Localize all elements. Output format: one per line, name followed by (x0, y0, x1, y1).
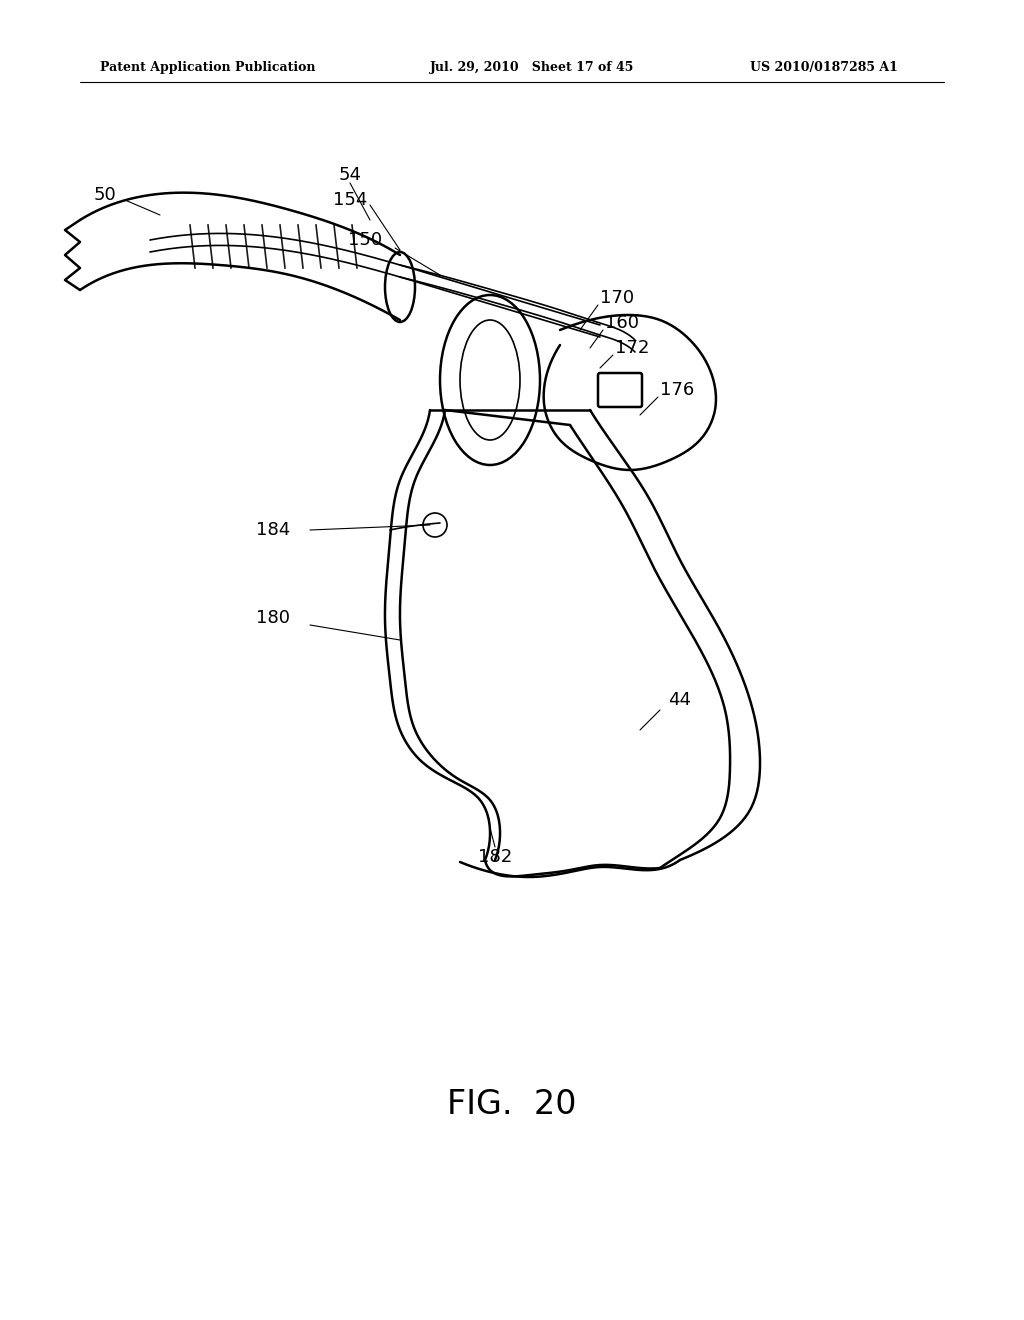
Text: 54: 54 (339, 166, 361, 183)
Text: Jul. 29, 2010   Sheet 17 of 45: Jul. 29, 2010 Sheet 17 of 45 (430, 62, 635, 74)
Text: FIG.  20: FIG. 20 (447, 1089, 577, 1122)
Circle shape (423, 513, 447, 537)
Circle shape (427, 517, 443, 533)
Text: 50: 50 (93, 186, 117, 205)
Text: US 2010/0187285 A1: US 2010/0187285 A1 (750, 62, 898, 74)
Text: 176: 176 (660, 381, 694, 399)
Text: 154: 154 (333, 191, 368, 209)
Text: 150: 150 (348, 231, 382, 249)
FancyBboxPatch shape (598, 374, 642, 407)
Text: 44: 44 (668, 690, 691, 709)
Ellipse shape (460, 319, 520, 440)
Text: 170: 170 (600, 289, 634, 308)
Text: Patent Application Publication: Patent Application Publication (100, 62, 315, 74)
Ellipse shape (440, 294, 540, 465)
Text: 160: 160 (605, 314, 639, 333)
Ellipse shape (385, 252, 415, 322)
Text: 180: 180 (256, 609, 290, 627)
Text: 172: 172 (615, 339, 649, 356)
Text: 182: 182 (478, 847, 512, 866)
Text: 184: 184 (256, 521, 290, 539)
